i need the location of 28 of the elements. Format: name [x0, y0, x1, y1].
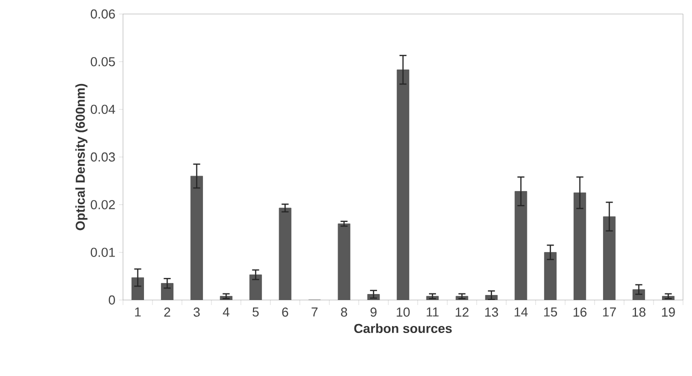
- x-tick-label: 17: [603, 308, 616, 316]
- y-tick-label: 0.02: [90, 200, 115, 210]
- y-tick-label: 0.01: [90, 248, 115, 257]
- x-tick-label: 8: [341, 308, 348, 317]
- x-tick-label: 2: [164, 308, 170, 317]
- x-tick-label: 19: [662, 308, 675, 317]
- x-tick-label: 16: [574, 308, 586, 317]
- x-tick-label: 6: [282, 308, 288, 317]
- y-tick-label: 0.03: [90, 152, 115, 162]
- x-tick-label: 7: [312, 308, 318, 316]
- x-axis-title: Carbon sources: [354, 324, 452, 334]
- x-tick-label: 9: [370, 308, 377, 317]
- x-tick-label: 14: [514, 308, 528, 316]
- y-tick-label: 0.04: [90, 104, 116, 114]
- y-tick-label: 0.05: [90, 57, 115, 66]
- x-tick-label: 3: [194, 308, 200, 317]
- x-tick-label: 11: [426, 308, 439, 316]
- y-tick-label: 0.06: [90, 9, 115, 19]
- y-axis-title: Optical Density (600nm): [75, 84, 88, 230]
- x-tick-label: 13: [485, 308, 498, 317]
- x-tick-label: 15: [544, 308, 558, 317]
- x-tick-label: 5: [252, 308, 259, 317]
- x-tick-label: 18: [632, 308, 646, 317]
- x-tick-label: 1: [135, 308, 141, 316]
- x-tick-label: 10: [396, 308, 410, 317]
- y-tick-label: 0: [108, 295, 115, 305]
- x-tick-label: 4: [222, 308, 230, 316]
- x-tick-label: 12: [456, 308, 468, 317]
